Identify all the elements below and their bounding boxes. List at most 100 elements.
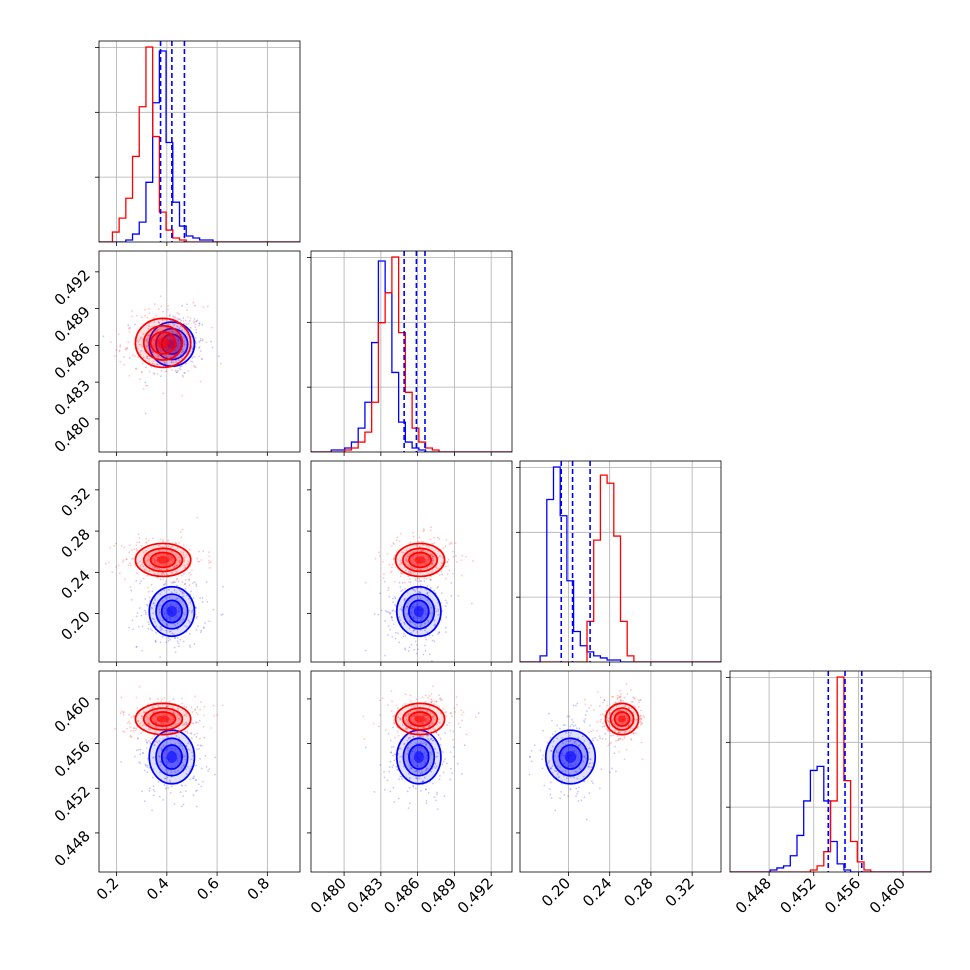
x-tick-label: 0.24 bbox=[579, 874, 615, 910]
scatter-point bbox=[409, 571, 412, 573]
scatter-point bbox=[431, 561, 434, 564]
scatter-point bbox=[177, 742, 180, 745]
scatter-point bbox=[202, 338, 204, 341]
scatter-point bbox=[174, 581, 177, 584]
scatter-point bbox=[183, 560, 186, 562]
scatter-point bbox=[181, 374, 184, 377]
scatter-point bbox=[189, 317, 192, 320]
scatter-point bbox=[139, 353, 142, 356]
scatter-point bbox=[147, 337, 149, 340]
scatter-point bbox=[623, 737, 626, 740]
scatter-point bbox=[164, 350, 167, 353]
scatter-point bbox=[138, 339, 141, 342]
scatter-point bbox=[130, 729, 132, 732]
scatter-point bbox=[397, 734, 400, 737]
scatter-point bbox=[549, 781, 552, 784]
scatter-point bbox=[596, 739, 599, 742]
scatter-point bbox=[131, 558, 133, 560]
scatter-point bbox=[159, 333, 162, 335]
scatter-point bbox=[196, 744, 199, 746]
scatter-point bbox=[145, 741, 148, 743]
scatter-point bbox=[392, 726, 394, 729]
scatter-point bbox=[431, 634, 434, 637]
scatter-point bbox=[160, 335, 163, 337]
scatter-point bbox=[182, 375, 185, 378]
panel-frame bbox=[729, 670, 932, 873]
scatter-point bbox=[122, 559, 125, 562]
scatter-point bbox=[390, 751, 392, 754]
scatter-point bbox=[621, 709, 623, 712]
y-tick-label: 0.20 bbox=[57, 608, 93, 644]
scatter-point bbox=[166, 771, 169, 774]
scatter-point bbox=[146, 384, 149, 387]
contour-line bbox=[155, 737, 189, 777]
scatter-point bbox=[195, 328, 197, 331]
scatter-point bbox=[549, 793, 552, 796]
scatter-point bbox=[625, 683, 628, 686]
scatter-point bbox=[565, 777, 568, 780]
scatter-point bbox=[442, 707, 445, 710]
scatter-point bbox=[424, 596, 427, 599]
scatter-point bbox=[457, 594, 460, 597]
scatter-point bbox=[143, 568, 146, 571]
scatter-point bbox=[104, 562, 107, 565]
scatter-point bbox=[168, 314, 171, 316]
scatter-point bbox=[410, 724, 412, 726]
scatter-point bbox=[430, 693, 433, 695]
scatter-point bbox=[181, 581, 184, 583]
scatter-point bbox=[588, 747, 591, 750]
scatter-point bbox=[408, 646, 411, 648]
contour-line bbox=[134, 317, 192, 369]
scatter-point bbox=[136, 347, 139, 350]
scatter-point bbox=[554, 755, 556, 758]
scatter-point bbox=[162, 723, 165, 726]
scatter-point bbox=[422, 555, 425, 558]
scatter-point bbox=[618, 731, 620, 734]
scatter-point bbox=[576, 777, 579, 780]
scatter-point bbox=[134, 323, 136, 326]
scatter-point bbox=[431, 715, 434, 718]
scatter-point bbox=[195, 320, 198, 323]
scatter-point bbox=[171, 582, 174, 584]
contour-line bbox=[148, 729, 196, 785]
scatter-point bbox=[392, 715, 395, 718]
scatter-point bbox=[432, 739, 435, 742]
scatter-point bbox=[182, 557, 185, 560]
scatter-point bbox=[195, 585, 198, 588]
scatter-point bbox=[190, 732, 193, 735]
scatter-point bbox=[147, 720, 150, 723]
density-fill bbox=[156, 337, 170, 349]
scatter-point bbox=[617, 715, 620, 718]
scatter-point bbox=[421, 780, 424, 783]
scatter-point bbox=[176, 564, 178, 567]
density-fill bbox=[166, 605, 177, 618]
scatter-point bbox=[147, 717, 150, 719]
scatter-point bbox=[599, 737, 602, 740]
scatter-point bbox=[210, 326, 213, 329]
scatter-point bbox=[425, 800, 428, 802]
scatter-point bbox=[190, 590, 193, 593]
scatter-point bbox=[424, 714, 427, 717]
x-tick-label: 0.483 bbox=[344, 874, 387, 917]
scatter-point bbox=[136, 314, 138, 317]
scatter-point bbox=[445, 602, 448, 604]
scatter-point bbox=[632, 732, 635, 734]
scatter-point bbox=[193, 643, 196, 646]
scatter-point bbox=[160, 349, 163, 352]
scatter-point bbox=[401, 705, 404, 707]
scatter-point bbox=[418, 536, 421, 539]
scatter-point bbox=[187, 619, 190, 621]
scatter-point bbox=[556, 724, 559, 727]
scatter-point bbox=[557, 776, 560, 779]
scatter-point bbox=[569, 787, 572, 790]
scatter-point bbox=[446, 561, 449, 563]
scatter-point bbox=[542, 754, 544, 757]
scatter-point bbox=[179, 638, 182, 641]
scatter-point bbox=[181, 724, 184, 727]
scatter-point bbox=[390, 570, 393, 573]
scatter-point bbox=[165, 546, 168, 548]
scatter-point bbox=[148, 335, 151, 338]
scatter-point bbox=[438, 774, 441, 777]
